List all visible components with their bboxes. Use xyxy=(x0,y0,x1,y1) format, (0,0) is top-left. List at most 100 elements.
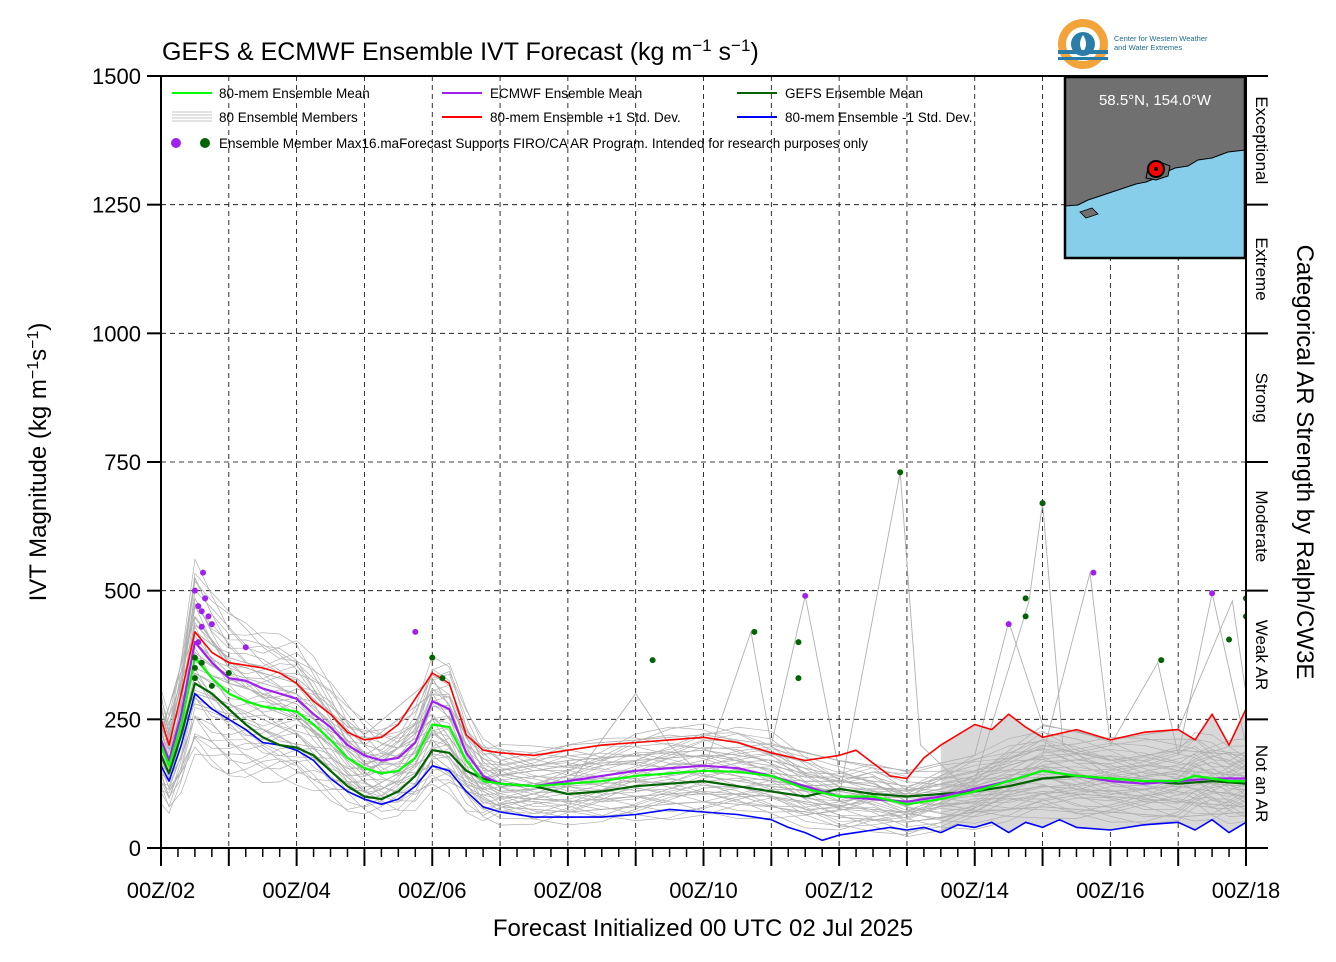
chart-title: GEFS & ECMWF Ensemble IVT Forecast (kg m… xyxy=(162,36,759,67)
member-line xyxy=(161,697,1246,818)
category-label: Moderate xyxy=(1252,490,1271,562)
x-axis-title: Forecast Initialized 00 UTC 02 Jul 2025 xyxy=(493,915,913,942)
ecmwf-max-point xyxy=(195,603,202,610)
category-label: Extreme xyxy=(1252,237,1271,300)
gefs-max-point xyxy=(1328,528,1334,534)
legend-members: 80 Ensemble Members xyxy=(219,110,358,125)
member-line xyxy=(161,735,1246,828)
member-max-points xyxy=(191,469,1334,689)
inset-islet xyxy=(1079,207,1099,219)
member-line xyxy=(161,660,1246,807)
member-line xyxy=(161,624,1246,793)
member-line xyxy=(161,675,1246,822)
ecmwf-max-point xyxy=(1005,621,1012,628)
series-lines xyxy=(161,631,1246,842)
member-line xyxy=(161,737,1246,838)
member-line xyxy=(161,716,1246,833)
axes: 0 250 500 750 1000 1250 1500 00Z/02 00Z/04 00Z/06… xyxy=(92,64,1280,903)
logo-line-1: Center for Western Weather xyxy=(1114,34,1208,43)
ecmwf-max-point xyxy=(242,644,249,651)
member-line xyxy=(161,625,1246,811)
gefs-max-point xyxy=(1022,595,1029,602)
y-tick-label: 1250 xyxy=(92,193,141,218)
y-tick-label: 500 xyxy=(104,579,141,604)
gefs-max-point xyxy=(1039,500,1046,507)
member-line xyxy=(161,602,1246,792)
ensemble-members xyxy=(161,472,1246,838)
y-tick-label: 1500 xyxy=(92,64,141,89)
x-tick-label: 00Z/16 xyxy=(1076,878,1145,903)
y-tick-label: 250 xyxy=(104,707,141,732)
member-line xyxy=(161,746,1246,835)
gefs-max-point xyxy=(795,675,802,682)
member-line xyxy=(161,715,1246,824)
ecmwf-max-point xyxy=(1090,569,1097,576)
ecmwf-max-point xyxy=(412,628,419,635)
member-line xyxy=(161,557,1246,791)
category-label: Not an AR xyxy=(1252,745,1271,823)
member-line xyxy=(161,735,1246,827)
ecmwf-max-point xyxy=(198,623,205,630)
legend-dot-ecmwf xyxy=(171,138,181,148)
member-line xyxy=(161,597,1246,798)
location-inset-map: 58.5°N, 154.0°W xyxy=(1063,75,1247,260)
member-line xyxy=(161,606,1246,786)
ecmwf-max-point xyxy=(1209,590,1216,597)
y-tick-label: 1000 xyxy=(92,321,141,346)
gefs-max-point xyxy=(439,675,446,682)
member-line xyxy=(161,655,1246,802)
x-tick-label: 00Z/02 xyxy=(127,878,196,903)
x-tick-label: 00Z/18 xyxy=(1212,878,1281,903)
gefs-max-point xyxy=(429,654,436,661)
cw3e-logo: Center for Western Weather and Water Ext… xyxy=(1058,19,1208,69)
gefs-max-point xyxy=(191,675,198,682)
member-line xyxy=(161,597,1246,803)
member-line xyxy=(161,672,1246,805)
ecmwf-max-point xyxy=(802,592,809,599)
gefs-max-point xyxy=(1226,636,1233,643)
x-tick-label: 00Z/14 xyxy=(941,878,1010,903)
logo-line-2: and Water Extremes xyxy=(1114,43,1182,52)
legend-gefs-mean: GEFS Ensemble Mean xyxy=(785,86,923,101)
gefs-max-point xyxy=(897,469,904,476)
ecmwf-max-point xyxy=(200,569,207,576)
y-tick-label: 750 xyxy=(104,450,141,475)
gefs-max-point xyxy=(198,659,205,666)
gefs-max-point xyxy=(1022,613,1029,620)
member-line xyxy=(161,572,1246,775)
legend: 80-mem Ensemble Mean 80 Ensemble Members… xyxy=(171,86,972,151)
member-line xyxy=(161,589,1246,779)
legend-dot-gefs xyxy=(200,138,210,148)
gefs-max-point xyxy=(649,657,656,664)
x-tick-label: 00Z/10 xyxy=(669,878,738,903)
ecmwf-max-point xyxy=(208,621,215,628)
category-label: Exceptional xyxy=(1252,96,1271,184)
x-tick-label: 00Z/04 xyxy=(262,878,331,903)
member-line xyxy=(161,604,1246,807)
category-axis: Not an AR Weak AR Moderate Strong Extreme Exc… xyxy=(1245,75,1271,849)
gefs-max-point xyxy=(208,682,215,689)
spread-fill xyxy=(940,709,1246,833)
y-axis-title: IVT Magnitude (kg m−1s−1) xyxy=(25,323,53,602)
x-tick-label: 00Z/06 xyxy=(398,878,467,903)
legend-max-note: Ensemble Member Max16.maForecast Support… xyxy=(219,136,868,151)
y-tick-label: 0 xyxy=(129,836,141,861)
x-tick-label: 00Z/08 xyxy=(534,878,603,903)
std-dev-spread xyxy=(940,709,1246,833)
category-label: Weak AR xyxy=(1252,620,1271,691)
series-plus-std xyxy=(161,631,1246,780)
gefs-max-point xyxy=(1284,624,1290,630)
inset-location-label: 58.5°N, 154.0°W xyxy=(1099,92,1212,109)
x-tick-label: 00Z/12 xyxy=(805,878,874,903)
gefs-max-point xyxy=(795,639,802,646)
member-line xyxy=(161,580,1246,783)
member-line xyxy=(161,716,1246,822)
member-line xyxy=(161,621,1246,797)
ecmwf-max-point xyxy=(202,595,209,602)
series-minus-std xyxy=(161,692,1246,842)
gefs-max-point xyxy=(751,628,758,635)
category-label: Strong xyxy=(1252,373,1271,423)
ecmwf-max-point xyxy=(195,639,202,646)
legend-ensemble-mean: 80-mem Ensemble Mean xyxy=(219,86,370,101)
